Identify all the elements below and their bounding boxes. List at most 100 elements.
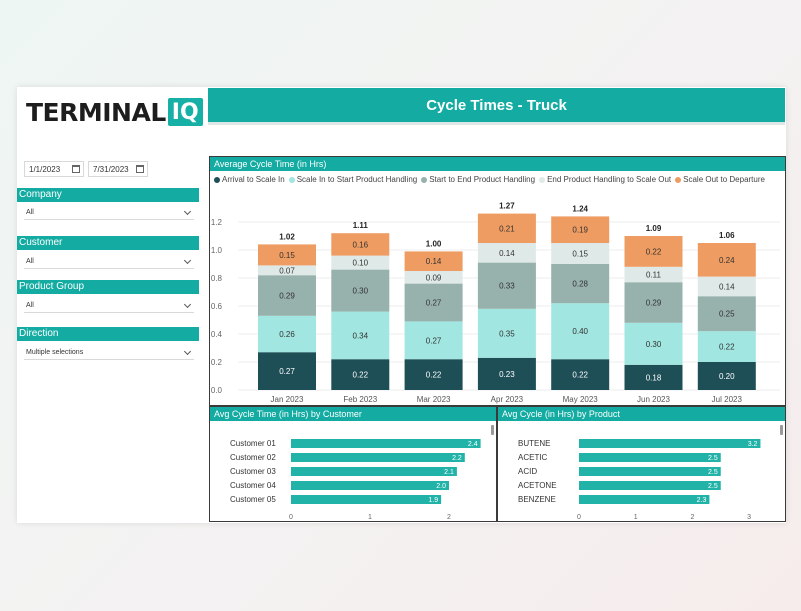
chevron-down-icon[interactable] — [183, 207, 192, 216]
segment-value-label: 0.35 — [499, 329, 515, 338]
legend-label: Start to End Product Handling — [429, 175, 536, 184]
customer-chart-scrollbar[interactable] — [491, 425, 494, 435]
bar-total-label: 1.06 — [719, 231, 735, 240]
segment-value-label: 0.40 — [572, 327, 588, 336]
customer-dropdown[interactable]: All — [24, 255, 194, 269]
direction-slicer-header: Direction — [17, 327, 199, 341]
bar-segment — [331, 359, 390, 390]
title-shadow — [208, 122, 785, 125]
segment-value-label: 0.14 — [719, 282, 735, 291]
bar-value-label: 2.0 — [436, 483, 446, 490]
segment-value-label: 0.10 — [353, 259, 369, 268]
bar — [579, 453, 721, 462]
legend-item-end-scale[interactable]: End Product Handling to Scale Out — [539, 175, 671, 184]
segment-value-label: 0.22 — [353, 371, 369, 380]
product-group-dropdown[interactable]: All — [24, 299, 194, 313]
bar-segment — [624, 236, 683, 267]
bar-value-label: 3.2 — [748, 441, 758, 448]
segment-value-label: 0.14 — [426, 257, 442, 266]
bar-segment — [697, 331, 756, 362]
logo-badge: IQ — [167, 98, 203, 126]
chevron-down-icon[interactable] — [183, 256, 192, 265]
segment-value-label: 0.16 — [353, 240, 369, 249]
segment-value-label: 0.11 — [646, 271, 662, 280]
category-label: ACETONE — [518, 481, 557, 490]
calendar-icon[interactable] — [136, 165, 144, 173]
bar-value-label: 2.3 — [697, 497, 707, 504]
x-tick-label: Jun 2023 — [637, 395, 670, 404]
bar-total-label: 1.24 — [572, 204, 588, 213]
legend-item-scale-out[interactable]: Scale Out to Departure — [675, 175, 765, 184]
end-date-input[interactable]: 7/31/2023 — [88, 161, 148, 177]
bar-value-label: 2.4 — [468, 441, 478, 448]
bar-segment — [551, 243, 610, 264]
segment-value-label: 0.24 — [719, 256, 735, 265]
bar-value-label: 2.5 — [708, 455, 718, 462]
product-bar-plot: BUTENE 3.2 ACETIC 2.5 ACID 2.5 ACETONE 2.5 BENZE… — [518, 439, 761, 521]
category-label: BUTENE — [518, 439, 550, 448]
bar — [291, 495, 442, 504]
category-label: Customer 02 — [230, 453, 276, 462]
x-tick-label: 3 — [747, 514, 751, 521]
bar-segment — [404, 271, 463, 284]
segment-value-label: 0.22 — [719, 343, 735, 352]
y-tick-label: 0.8 — [211, 274, 223, 283]
bar-segment — [551, 216, 610, 243]
segment-value-label: 0.22 — [426, 371, 442, 380]
category-label: Customer 05 — [230, 495, 276, 504]
bar-segment — [258, 244, 316, 266]
legend-item-start-end[interactable]: Start to End Product Handling — [421, 175, 535, 184]
company-dropdown[interactable]: All — [24, 206, 194, 220]
segment-value-label: 0.23 — [499, 370, 515, 379]
bar-segment — [404, 251, 463, 271]
segment-value-label: 0.25 — [719, 310, 735, 319]
bar-segment — [331, 255, 390, 270]
bar-value-label: 1.9 — [428, 497, 438, 504]
legend-label: End Product Handling to Scale Out — [547, 175, 672, 184]
y-tick-label: 0.0 — [211, 386, 223, 395]
bar-segment — [624, 266, 683, 283]
bar-segment — [404, 283, 463, 322]
chevron-down-icon[interactable] — [183, 300, 192, 309]
bar-segment — [551, 264, 610, 304]
customer-bar-plot: Customer 01 2.4 Customer 02 2.2 Customer 03 2… — [230, 439, 481, 521]
bar-segment — [477, 262, 536, 309]
bar-segment — [258, 315, 316, 353]
segment-value-label: 0.21 — [499, 224, 515, 233]
bar — [291, 439, 481, 448]
start-date-value: 1/1/2023 — [29, 164, 61, 174]
direction-dropdown[interactable]: Multiple selections — [24, 346, 194, 360]
x-tick-label: Apr 2023 — [491, 395, 524, 404]
legend-dot — [288, 176, 295, 183]
bar-total-label: 1.11 — [353, 221, 369, 230]
bar-value-label: 2.1 — [444, 469, 454, 476]
product-group-slicer-header: Product Group — [17, 280, 199, 294]
segment-value-label: 0.15 — [279, 251, 295, 260]
x-tick-label: 0 — [577, 514, 581, 521]
x-tick-label: Jul 2023 — [712, 395, 743, 404]
bar-value-label: 2.2 — [452, 455, 462, 462]
chart-legend: Arrival to Scale In Scale In to Start Pr… — [214, 175, 769, 184]
category-label: BENZENE — [518, 495, 556, 504]
calendar-icon[interactable] — [72, 165, 80, 173]
category-label: ACID — [518, 467, 537, 476]
bar-segment — [331, 233, 390, 256]
chevron-down-icon[interactable] — [183, 347, 192, 356]
y-tick-label: 0.6 — [211, 302, 223, 311]
bar-total-label: 1.09 — [646, 224, 662, 233]
segment-value-label: 0.22 — [572, 371, 588, 380]
legend-item-arrival[interactable]: Arrival to Scale In — [214, 175, 285, 184]
category-label: Customer 01 — [230, 439, 276, 448]
product-chart-scrollbar[interactable] — [780, 425, 783, 435]
bar-total-label: 1.02 — [279, 232, 295, 241]
bar-value-label: 2.5 — [708, 469, 718, 476]
y-tick-label: 1.2 — [211, 218, 223, 227]
x-tick-label: 2 — [447, 514, 451, 521]
legend-dot — [214, 176, 220, 183]
y-tick-label: 0.2 — [211, 358, 223, 367]
legend-item-scale-in[interactable]: Scale In to Start Product Handling — [288, 175, 417, 184]
bar-segment — [404, 321, 463, 360]
category-label: ACETIC — [518, 453, 548, 462]
segment-value-label: 0.20 — [719, 372, 735, 381]
start-date-input[interactable]: 1/1/2023 — [24, 161, 84, 177]
